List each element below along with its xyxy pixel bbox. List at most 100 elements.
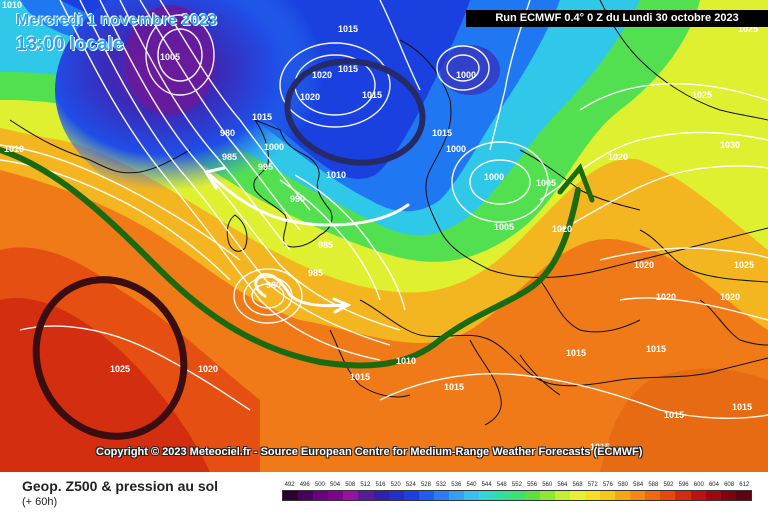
color-scale-legend: 492 496 500 504 508 512 516 520 524 528 532 536 540 5…: [282, 482, 752, 510]
model-run-label: Run ECMWF 0.4° 0 Z du Lundi 30 octobre 2…: [466, 10, 768, 27]
isobar-label: 990: [290, 194, 305, 204]
scale-swatch: [554, 491, 570, 500]
isobar-label: 1030: [720, 140, 740, 150]
scale-swatch: [433, 491, 450, 500]
scale-swatch: [388, 491, 404, 500]
isobar-label: 1015: [338, 24, 358, 34]
scale-label: 524: [405, 482, 416, 488]
forecast-local-time: 13:00 locale: [16, 34, 124, 55]
isobars: [0, 0, 768, 419]
annotations: [0, 58, 595, 440]
low-circulation-arrow: [254, 272, 347, 308]
map-footer: Geop. Z500 & pression au sol (+ 60h) 492…: [0, 472, 768, 512]
isobar-label: 1020: [720, 292, 740, 302]
scale-swatch: [343, 491, 359, 500]
isobar-label: 1000: [264, 142, 284, 152]
isobar-label: 1015: [664, 410, 684, 420]
isobar-label: 1025: [110, 364, 130, 374]
scale-label: 544: [481, 482, 492, 488]
isobar-label: 980: [220, 128, 235, 138]
scale-swatch: [569, 491, 585, 500]
scale-swatch: [328, 491, 344, 500]
scale-label: 576: [602, 482, 613, 488]
scale-label: 600: [693, 482, 704, 488]
isobar-label: 1015: [362, 90, 382, 100]
isobar-label: 1000: [456, 70, 476, 80]
color-scale-bar: [282, 490, 752, 501]
scale-label: 612: [739, 482, 750, 488]
isobar-label: 980: [266, 280, 281, 290]
scale-swatch: [283, 491, 299, 500]
geopotential-field: [0, 0, 768, 472]
isobar-label: 1010: [4, 144, 24, 154]
scale-label: 540: [466, 482, 477, 488]
color-scale-labels: 492 496 500 504 508 512 516 520 524 528 532 536 540 5…: [282, 482, 752, 488]
scale-swatch: [313, 491, 329, 500]
forecast-date: Mercredi 1 novembre 2023: [16, 12, 217, 29]
scale-label: 580: [618, 482, 629, 488]
isobar-label: 1000: [446, 144, 466, 154]
scale-label: 500: [314, 482, 325, 488]
scale-swatch: [464, 491, 480, 500]
high-pressure-marker: [32, 276, 188, 440]
retrograde-arrow: [208, 173, 410, 227]
isobar-label: 1015: [566, 348, 586, 358]
isobar-label: 1015: [646, 344, 666, 354]
isobar-label: 1020: [552, 224, 572, 234]
isobar-label: 1005: [494, 222, 514, 232]
scale-label: 548: [496, 482, 507, 488]
scale-label: 536: [451, 482, 462, 488]
jet-stream-arrowhead: [557, 163, 595, 203]
scale-swatch: [509, 491, 525, 500]
isobar-label: 1020: [300, 92, 320, 102]
scale-label: 560: [542, 482, 553, 488]
isobar-label: 1015: [350, 372, 370, 382]
scale-swatch: [675, 491, 691, 500]
jet-stream-arrow: [0, 147, 581, 369]
low-pressure-marker: [284, 58, 426, 166]
scale-swatch: [403, 491, 419, 500]
isobar-label: 995: [258, 162, 273, 172]
isobar-label: 1005: [160, 52, 180, 62]
isobar-label: 1010: [326, 170, 346, 180]
forecast-lead-time: (+ 60h): [22, 496, 58, 508]
isobar-label: 1025: [692, 90, 712, 100]
scale-label: 528: [420, 482, 431, 488]
isobar-label: 1020: [312, 70, 332, 80]
isobar-label: 1015: [732, 402, 752, 412]
isobar-labels: 1010 1010 1025 1020 1015 1015 1020 1015 …: [2, 0, 758, 452]
isobar-label: 1015: [252, 112, 272, 122]
scale-swatch: [645, 491, 661, 500]
isobar-label: 1015: [432, 128, 452, 138]
isobar-label: 1010: [396, 356, 416, 366]
scale-swatch: [494, 491, 510, 500]
copyright-notice: Copyright © 2023 Meteociel.fr - Source E…: [96, 446, 643, 458]
scale-swatch: [418, 491, 434, 500]
isobar-label: 1000: [484, 172, 504, 182]
scale-swatch: [539, 491, 555, 500]
coastlines: [9, 0, 768, 426]
scale-swatch: [720, 491, 736, 500]
weather-map: 1010 1010 1025 1020 1015 1015 1020 1015 …: [0, 0, 768, 472]
scale-label: 496: [299, 482, 310, 488]
scale-label: 516: [375, 482, 386, 488]
scale-label: 584: [633, 482, 644, 488]
scale-swatch: [630, 491, 646, 500]
scale-swatch: [479, 491, 495, 500]
scale-label: 556: [527, 482, 538, 488]
scale-swatch: [298, 491, 314, 500]
scale-swatch: [660, 491, 676, 500]
scale-label: 588: [648, 482, 659, 488]
scale-swatch: [449, 491, 465, 500]
retrograde-arrowhead: [203, 166, 226, 190]
isobar-label: 1020: [608, 152, 628, 162]
scale-label: 552: [511, 482, 522, 488]
isobar-label: 985: [308, 268, 323, 278]
scale-swatch: [735, 491, 751, 500]
isobar-label: 1015: [590, 442, 610, 452]
scale-swatch: [373, 491, 389, 500]
isobar-label: 1020: [656, 292, 676, 302]
isobar-label: 1015: [338, 64, 358, 74]
scale-swatch: [705, 491, 721, 500]
scale-label: 508: [345, 482, 356, 488]
